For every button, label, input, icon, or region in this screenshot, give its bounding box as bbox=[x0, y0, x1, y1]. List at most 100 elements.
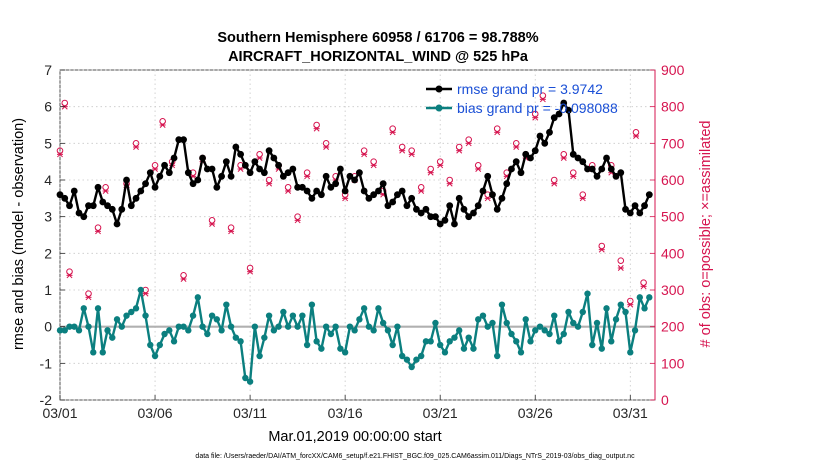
bias-point bbox=[498, 301, 506, 308]
y-left-tick-label: 4 bbox=[44, 172, 52, 188]
bias-point bbox=[280, 308, 287, 316]
bias-point bbox=[536, 323, 544, 330]
bias-point bbox=[151, 352, 159, 360]
bias-point bbox=[532, 327, 539, 334]
obs-assimilated-marker bbox=[323, 144, 330, 150]
bias-point bbox=[417, 352, 425, 360]
bias-point bbox=[631, 327, 639, 334]
rmse-point bbox=[617, 169, 625, 177]
rmse-point bbox=[303, 187, 311, 195]
rmse-point bbox=[332, 180, 340, 188]
y-axis-right-label: # of obs: o=possible; ×=assimilated bbox=[698, 121, 714, 348]
rmse-point bbox=[180, 136, 187, 144]
bias-point bbox=[113, 316, 121, 323]
bias-point bbox=[560, 330, 567, 338]
bias-point bbox=[346, 323, 354, 330]
rmse-point bbox=[607, 165, 615, 173]
rmse-point bbox=[379, 180, 387, 188]
bias-point bbox=[246, 378, 254, 385]
rmse-point bbox=[470, 209, 477, 217]
chart-subtitle: AIRCRAFT_HORIZONTAL_WIND @ 525 hPa bbox=[228, 49, 529, 65]
rmse-point bbox=[327, 183, 335, 191]
rmse-point bbox=[199, 154, 206, 162]
bias-point bbox=[147, 341, 154, 349]
bias-point bbox=[593, 319, 601, 327]
x-tick-label: 03/21 bbox=[423, 405, 458, 421]
obs-assimilated-marker bbox=[399, 147, 406, 154]
rmse-point bbox=[479, 187, 487, 195]
bias-point bbox=[541, 327, 548, 334]
rmse-point bbox=[588, 165, 596, 173]
obs-possible-marker bbox=[151, 162, 159, 169]
rmse-point bbox=[517, 169, 525, 177]
rmse-point bbox=[432, 213, 439, 221]
obs-assimilated-marker bbox=[579, 195, 586, 202]
rmse-point bbox=[289, 165, 297, 173]
obs-possible-marker bbox=[617, 257, 625, 264]
rmse-point bbox=[175, 136, 183, 144]
bias-point bbox=[218, 327, 225, 334]
obs-assimilated-marker bbox=[437, 162, 444, 169]
bias-point bbox=[185, 327, 192, 334]
legend: rmse grand pr = 3.9742 bias grand pr = -… bbox=[426, 81, 618, 116]
rmse-point bbox=[146, 169, 154, 177]
rmse-point bbox=[527, 154, 534, 162]
bias-point bbox=[332, 323, 339, 330]
obs-possible-marker bbox=[626, 297, 634, 305]
rmse-point bbox=[298, 183, 306, 191]
bias-point bbox=[351, 327, 358, 334]
bias-point bbox=[170, 338, 178, 345]
rmse-point bbox=[313, 187, 321, 195]
bias-point bbox=[522, 316, 529, 323]
rmse-point bbox=[626, 209, 634, 217]
bias-point bbox=[71, 323, 78, 330]
rmse-point bbox=[85, 202, 92, 210]
bias-point bbox=[489, 319, 496, 327]
obs-possible-marker bbox=[579, 191, 587, 198]
rmse-point bbox=[493, 205, 501, 213]
rmse-point bbox=[208, 165, 216, 173]
obs-possible-marker bbox=[256, 151, 263, 158]
bias-point bbox=[90, 349, 97, 356]
rmse-point bbox=[584, 165, 591, 173]
obs-assimilated-marker bbox=[560, 155, 567, 161]
rmse-point bbox=[474, 202, 482, 210]
bias-point bbox=[422, 338, 430, 345]
rmse-point bbox=[427, 213, 435, 221]
y-left-tick-label: 2 bbox=[44, 245, 52, 261]
obs-possible-marker bbox=[436, 158, 444, 165]
bias-point bbox=[389, 341, 396, 349]
bias-point bbox=[299, 312, 306, 319]
rmse-point bbox=[531, 147, 539, 155]
obs-assimilated-marker bbox=[539, 96, 546, 103]
y-left-tick-label: -1 bbox=[40, 355, 53, 371]
obs-assimilated-marker bbox=[389, 129, 396, 136]
rmse-point bbox=[546, 128, 553, 136]
bias-point bbox=[85, 323, 92, 330]
rmse-point bbox=[251, 158, 259, 166]
bias-point bbox=[460, 345, 468, 352]
obs-assimilated-marker bbox=[102, 188, 109, 194]
bias-point bbox=[99, 349, 106, 356]
rmse-point bbox=[603, 154, 610, 162]
x-tick-label: 03/11 bbox=[233, 405, 267, 421]
rmse-point bbox=[346, 172, 354, 180]
rmse-point bbox=[89, 202, 97, 210]
obs-possible-marker bbox=[531, 110, 539, 118]
rmse-point bbox=[232, 143, 240, 151]
rmse-point bbox=[536, 132, 544, 140]
bias-point bbox=[551, 312, 558, 319]
y-right-tick-label: 200 bbox=[661, 319, 685, 335]
rmse-point bbox=[550, 114, 558, 122]
bias-point bbox=[294, 323, 301, 330]
y-left-tick-label: -2 bbox=[40, 392, 53, 408]
bias-point bbox=[513, 338, 520, 345]
bias-point bbox=[475, 316, 482, 323]
bias-point bbox=[603, 305, 610, 312]
bias-point bbox=[413, 356, 420, 363]
rmse-point bbox=[522, 150, 530, 158]
rmse-point bbox=[137, 187, 145, 195]
rmse-point bbox=[360, 187, 368, 195]
x-axis-label: Mar.01,2019 00:00:00 start bbox=[268, 429, 441, 445]
